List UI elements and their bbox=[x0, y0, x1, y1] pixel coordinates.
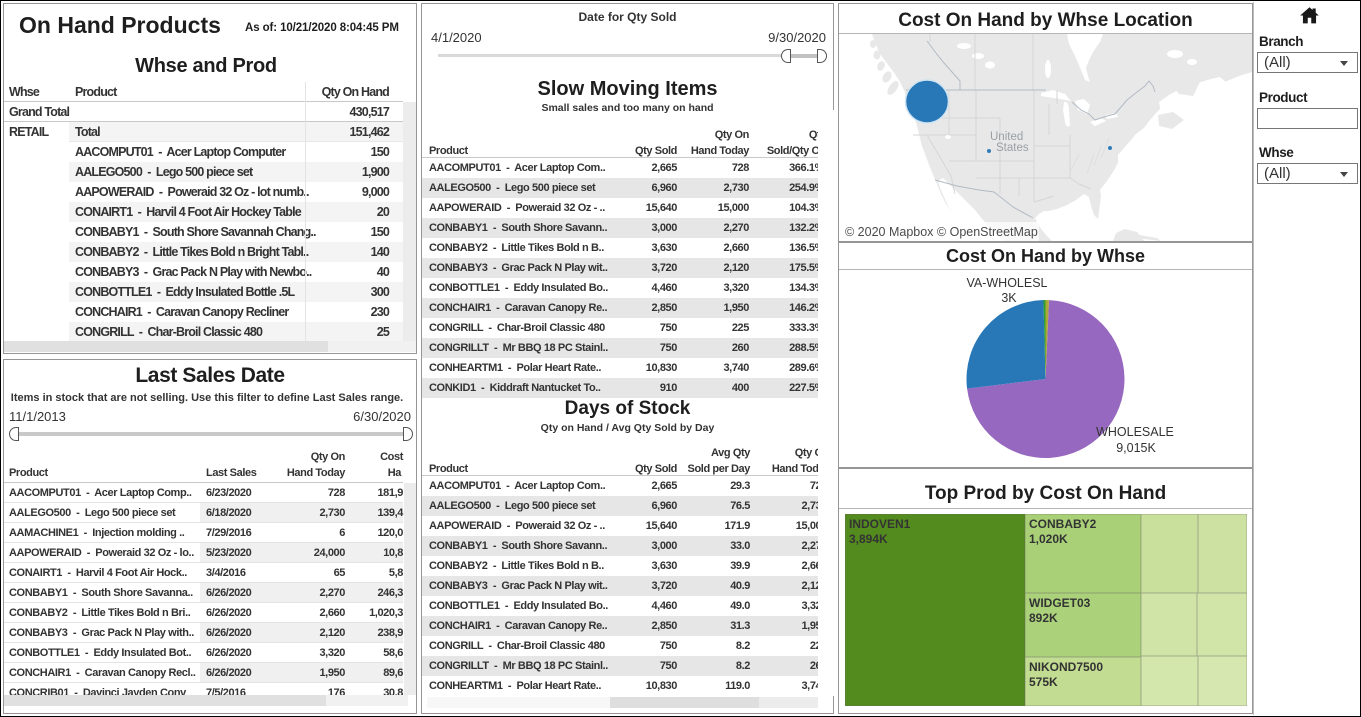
svg-text:© 2020 Mapbox © OpenStreetMap: © 2020 Mapbox © OpenStreetMap bbox=[845, 225, 1038, 239]
svg-text:3K: 3K bbox=[1001, 291, 1017, 305]
svg-text:United: United bbox=[990, 131, 1023, 143]
svg-text:WHOLESALE: WHOLESALE bbox=[1096, 425, 1174, 439]
svg-text:States: States bbox=[996, 142, 1029, 154]
svg-text:9,015K: 9,015K bbox=[1116, 441, 1156, 455]
svg-text:VA-WHOLESL: VA-WHOLESL bbox=[966, 276, 1047, 290]
